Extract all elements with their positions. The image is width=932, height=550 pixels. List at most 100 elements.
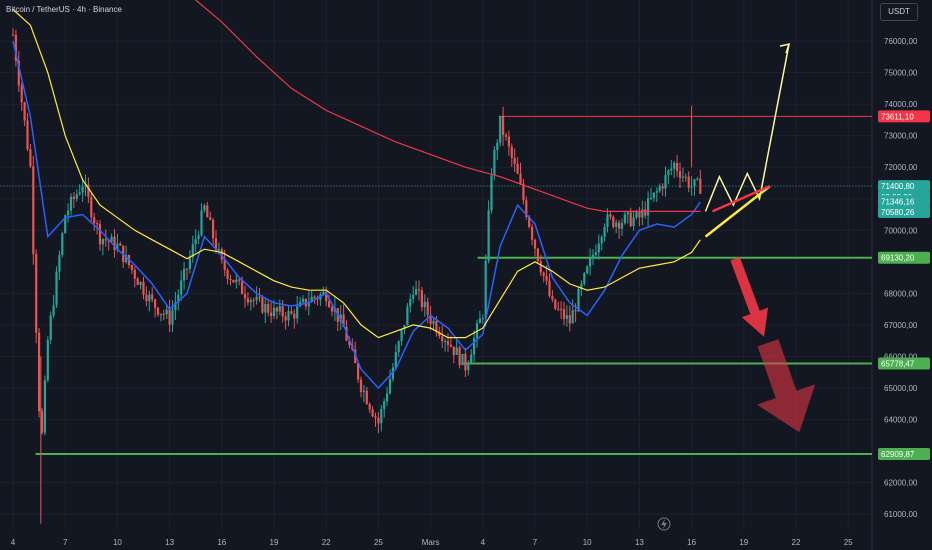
candle-body	[565, 315, 568, 319]
candle-body	[603, 226, 606, 238]
candle-body	[551, 296, 554, 300]
time-tick-label: 22	[792, 538, 801, 547]
candle-body	[400, 329, 403, 342]
candle-body	[206, 205, 209, 218]
ema-slow-line	[195, 0, 701, 212]
candle-body	[11, 34, 15, 36]
candle-body	[412, 294, 415, 299]
price-badge-label: 70580,26	[881, 208, 915, 217]
candle-body	[322, 291, 325, 295]
candle-body	[232, 279, 235, 283]
candle-body	[574, 310, 577, 312]
candle-body	[417, 289, 421, 291]
lightning-icon[interactable]	[657, 517, 671, 531]
candle-body	[261, 297, 264, 313]
symbol-title: Bitcoin / TetherUS · 4h · Binance	[6, 5, 122, 14]
price-tick-label: 64000,00	[884, 416, 918, 425]
candle-body	[423, 301, 426, 308]
price-axis[interactable]: 76000,00 75000,00 74000,00 73000,00 72000,00…	[884, 37, 918, 519]
candle-body	[38, 332, 41, 412]
projection-up-path	[704, 44, 790, 212]
grid	[0, 0, 873, 550]
price-badge	[878, 447, 930, 460]
candle-body	[64, 215, 67, 234]
price-tick-label: 62000,00	[884, 479, 918, 488]
price-badge-label: 71346,16	[881, 197, 915, 206]
candle-body	[539, 261, 542, 273]
candle-body	[209, 217, 212, 220]
candle-body	[388, 379, 392, 394]
candle-body	[67, 210, 70, 216]
candle-body	[371, 409, 374, 417]
candle-body	[35, 254, 38, 333]
candle-body	[641, 209, 644, 218]
time-axis[interactable]: 4 7 10 13 16 19 22 25 Mars 4 7 10 13 16 19 22 25	[11, 538, 853, 547]
candle-body	[43, 380, 46, 433]
candle-body	[690, 186, 693, 188]
candle-body	[623, 214, 626, 224]
candle-body	[188, 257, 191, 270]
candle-body	[606, 214, 609, 227]
candle-body	[667, 170, 670, 175]
price-badge	[878, 180, 930, 193]
candle-body	[96, 223, 99, 225]
price-tick-label: 75000,00	[884, 69, 918, 78]
candle-body	[536, 248, 539, 262]
candlesticks	[11, 28, 702, 524]
candle-body	[528, 216, 531, 227]
candle-body	[449, 344, 452, 347]
candle-body	[415, 289, 418, 295]
candle-body	[693, 179, 696, 187]
candle-body	[441, 336, 444, 342]
candle-body	[383, 401, 386, 409]
candle-body	[571, 310, 574, 324]
candle-body	[516, 163, 519, 174]
candle-body	[223, 259, 226, 270]
price-badge-label: 71400,80	[881, 182, 915, 191]
currency-button[interactable]: USDT	[880, 3, 918, 21]
time-tick-label: 13	[165, 538, 174, 547]
ema-mid-line	[12, 9, 701, 339]
candle-body	[635, 211, 638, 218]
candle-body	[104, 239, 107, 241]
candle-body	[151, 294, 154, 300]
candle-body	[554, 299, 557, 309]
candle-body	[591, 254, 595, 258]
candle-body	[647, 198, 650, 216]
candle-body	[649, 198, 653, 200]
candle-body	[438, 332, 441, 337]
candle-body	[397, 341, 400, 353]
candle-body	[632, 217, 635, 227]
candle-body	[200, 210, 203, 236]
candle-body	[557, 308, 560, 310]
candle-body	[377, 417, 380, 424]
candle-body	[281, 306, 284, 317]
candle-body	[171, 310, 174, 325]
candle-body	[452, 346, 455, 355]
candle-body	[26, 120, 29, 150]
price-tick-label: 70000,00	[884, 226, 918, 235]
candle-body	[235, 279, 238, 283]
candle-body	[391, 367, 394, 380]
candle-body	[284, 316, 287, 321]
time-tick-label: 7	[533, 538, 538, 547]
candle-body	[658, 186, 661, 192]
price-badge-label: 65778,47	[881, 359, 915, 368]
candle-body	[684, 176, 687, 178]
candle-body	[664, 174, 667, 189]
candle-body	[14, 34, 17, 61]
projection-up-arrowhead	[779, 43, 791, 54]
candle-body	[394, 352, 397, 368]
candle-body	[313, 296, 316, 299]
candle-body	[580, 283, 583, 289]
candle-body	[504, 134, 508, 137]
candle-body	[177, 294, 180, 303]
candle-body	[594, 252, 597, 255]
candle-body	[612, 216, 615, 227]
candle-body	[278, 306, 281, 312]
candle-body	[272, 307, 276, 317]
candle-body	[496, 142, 499, 150]
candle-body	[101, 239, 104, 245]
